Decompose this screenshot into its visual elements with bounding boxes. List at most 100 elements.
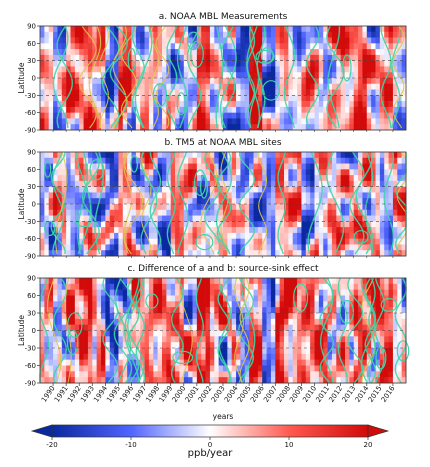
heatmap-cell (188, 377, 193, 384)
heatmap-cell (384, 112, 389, 119)
heatmap-cell (240, 353, 246, 360)
heatmap-cell (358, 169, 363, 176)
heatmap-cell (236, 238, 241, 245)
heatmap-cell (188, 330, 193, 337)
heatmap-cell (157, 353, 163, 360)
heatmap-cell (397, 60, 402, 67)
heatmap-cell (48, 289, 54, 296)
heatmap-cell (270, 209, 276, 216)
heatmap-cell (331, 26, 337, 33)
heatmap-cell (327, 78, 333, 85)
heatmap-cell (87, 359, 93, 366)
heatmap-cell (105, 250, 111, 257)
heatmap-cell (57, 353, 63, 360)
heatmap-cell (401, 307, 407, 314)
heatmap-cell (310, 95, 315, 102)
heatmap-cell (74, 60, 80, 67)
heatmap-cell (331, 377, 337, 384)
heatmap-cell (205, 37, 211, 44)
heatmap-cell (257, 377, 263, 384)
heatmap-cell (231, 49, 237, 56)
heatmap-cell (118, 283, 124, 290)
heatmap-cell (375, 175, 381, 182)
heatmap-cell (392, 49, 398, 56)
heatmap-cell (179, 157, 185, 164)
heatmap-cell (101, 209, 106, 216)
heatmap-cell (223, 157, 228, 164)
heatmap-cell (118, 31, 124, 38)
heatmap-cell (79, 95, 84, 102)
heatmap-cell (240, 232, 246, 239)
heatmap-cell (371, 152, 376, 159)
heatmap-cell (153, 37, 158, 44)
heatmap-cell (223, 371, 228, 378)
heatmap-cell (379, 66, 385, 73)
heatmap-cell (314, 101, 320, 108)
heatmap-cell (353, 283, 359, 290)
heatmap-cell (57, 26, 63, 33)
heatmap-cell (44, 37, 50, 44)
heatmap-cell (314, 324, 320, 331)
heatmap-cell (257, 204, 263, 211)
heatmap-cell (214, 336, 219, 343)
heatmap-cell (122, 244, 128, 251)
heatmap-cell (375, 359, 381, 366)
heatmap-cell (366, 209, 372, 216)
heatmap-cell (331, 283, 337, 290)
heatmap-cell (109, 221, 115, 228)
heatmap-cell (183, 278, 189, 285)
heatmap-cell (196, 353, 202, 360)
heatmap-cell (257, 89, 263, 96)
heatmap-cell (122, 31, 128, 38)
heatmap-cell (214, 192, 219, 199)
heatmap-cell (279, 318, 285, 325)
heatmap-cell (336, 250, 341, 257)
heatmap-cell (201, 204, 206, 211)
heatmap-cell (236, 283, 241, 290)
heatmap-cell (288, 301, 294, 308)
heatmap-cell (162, 37, 167, 44)
heatmap-cell (358, 232, 363, 239)
heatmap-cell (48, 330, 54, 337)
heatmap-cell (305, 250, 311, 257)
heatmap-cell (392, 192, 398, 199)
heatmap-cell (331, 152, 337, 159)
heatmap-cell (227, 124, 233, 131)
heatmap-cell (379, 106, 385, 113)
heatmap-cell (218, 89, 224, 96)
heatmap-cell (266, 186, 272, 193)
heatmap-cell (109, 209, 115, 216)
heatmap-cell (170, 60, 176, 67)
heatmap-cell (397, 318, 402, 325)
heatmap-cell (318, 169, 324, 176)
heatmap-cell (83, 342, 89, 349)
heatmap-cell (131, 112, 137, 119)
heatmap-cell (327, 118, 333, 125)
heatmap-cell (323, 60, 328, 67)
heatmap-cell (340, 106, 346, 113)
heatmap-cell (131, 283, 137, 290)
heatmap-cell (262, 348, 267, 355)
heatmap-cell (323, 118, 328, 125)
heatmap-cell (162, 157, 167, 164)
heatmap-cell (305, 192, 311, 199)
heatmap-cell (301, 353, 307, 360)
heatmap-cell (61, 283, 67, 290)
heatmap-cell (310, 112, 315, 119)
heatmap-cell (336, 295, 341, 302)
heatmap-cell (135, 204, 141, 211)
heatmap-cell (379, 37, 385, 44)
heatmap-cell (240, 60, 246, 67)
heatmap-cell (205, 118, 211, 125)
heatmap-cell (44, 186, 50, 193)
heatmap-cell (240, 66, 246, 73)
heatmap-cell (40, 371, 45, 378)
heatmap-cell (323, 283, 328, 290)
heatmap-cell (240, 83, 246, 90)
heatmap-cell (353, 336, 359, 343)
heatmap-cell (201, 163, 206, 170)
heatmap-cell (349, 106, 355, 113)
heatmap-cell (153, 336, 158, 343)
heatmap-cell (366, 78, 372, 85)
contour-loop (152, 82, 168, 107)
